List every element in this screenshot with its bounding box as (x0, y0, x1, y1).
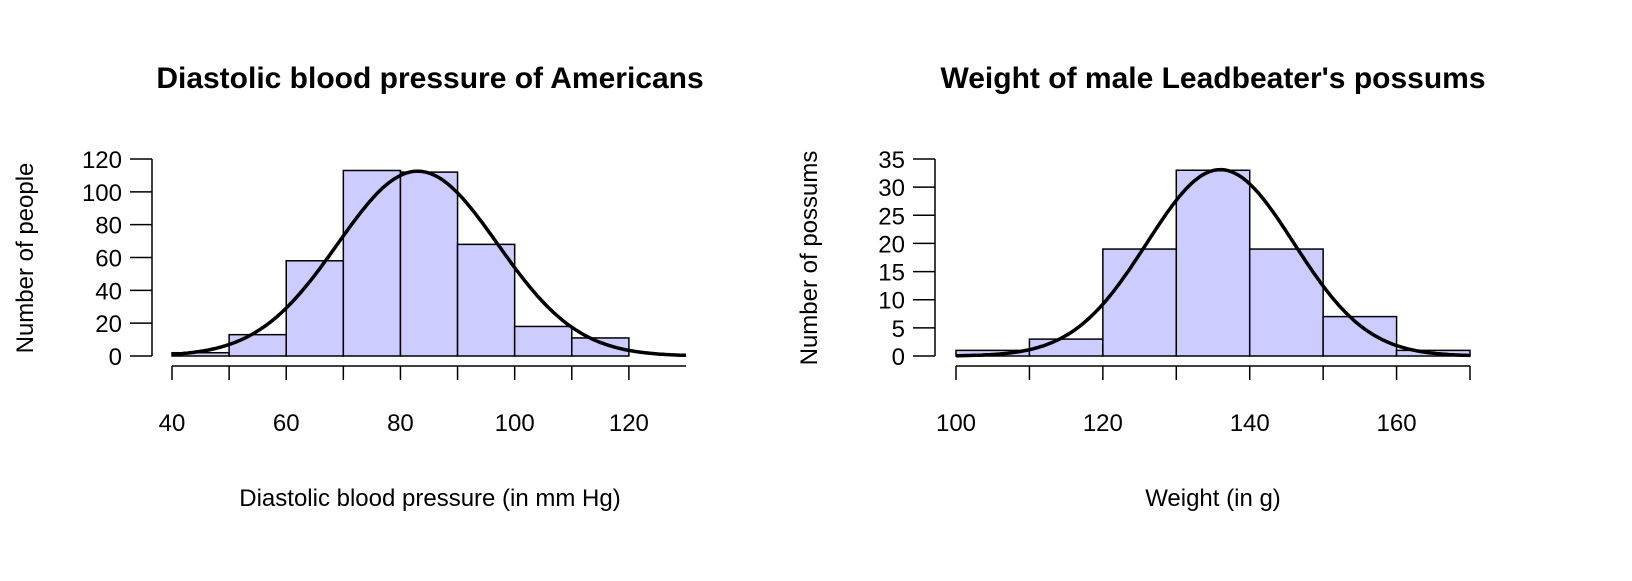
y-tick-label: 20 (878, 231, 905, 258)
y-tick-label: 5 (892, 316, 905, 343)
histogram-bar (456, 243, 516, 357)
x-tick-label: 140 (1230, 410, 1270, 437)
normal-curve (171, 169, 686, 358)
histogram-bar (1248, 248, 1324, 357)
x-tick-label: 100 (495, 410, 535, 437)
x-tick-label: 160 (1377, 410, 1417, 437)
x-tick-label: 40 (159, 410, 186, 437)
chart-title: Diastolic blood pressure of Americans (156, 62, 703, 95)
x-tick-label: 100 (936, 410, 976, 437)
y-tick-label: 0 (892, 344, 905, 371)
panel-right: Weight of male Leadbeater's possums Weig… (796, 62, 1486, 512)
histogram-bar (1102, 248, 1178, 357)
histogram-bar (228, 333, 287, 357)
normal-curve (956, 167, 1470, 358)
y-axis-label: Number of people (12, 163, 39, 354)
x-axis-label: Weight (in g) (1145, 485, 1281, 512)
y-tick-label: 100 (82, 180, 122, 207)
y-tick-label: 30 (878, 175, 905, 202)
y-tick-label: 60 (95, 246, 122, 273)
x-tick-label: 80 (387, 410, 414, 437)
x-tick-label: 120 (1083, 410, 1123, 437)
histogram-bar (571, 337, 630, 357)
x-tick-label: 120 (609, 410, 649, 437)
histogram-bar (1322, 315, 1398, 357)
plot-area: 40 60 80 100 120 0 20 40 60 80 100 120 (82, 147, 686, 437)
y-tick-label: 25 (878, 203, 905, 230)
y-tick-label: 40 (95, 278, 122, 305)
panel-left: Diastolic blood pressure of Americans Di… (12, 62, 704, 512)
histogram-bar (399, 171, 459, 357)
y-tick-label: 15 (878, 260, 905, 287)
y-tick-label: 120 (82, 147, 122, 174)
y-axis-label: Number of possums (796, 151, 823, 366)
x-axis-label: Diastolic blood pressure (in mm Hg) (239, 485, 620, 512)
histogram-bar (513, 325, 573, 357)
y-tick-label: 0 (109, 344, 122, 371)
y-tick-label: 20 (95, 311, 122, 338)
y-tick-label: 10 (878, 288, 905, 315)
chart-title: Weight of male Leadbeater's possums (940, 62, 1485, 95)
y-tick-label: 80 (95, 213, 122, 240)
histogram-bar (1175, 169, 1251, 357)
y-tick-label: 35 (878, 147, 905, 174)
x-tick-label: 60 (273, 410, 300, 437)
